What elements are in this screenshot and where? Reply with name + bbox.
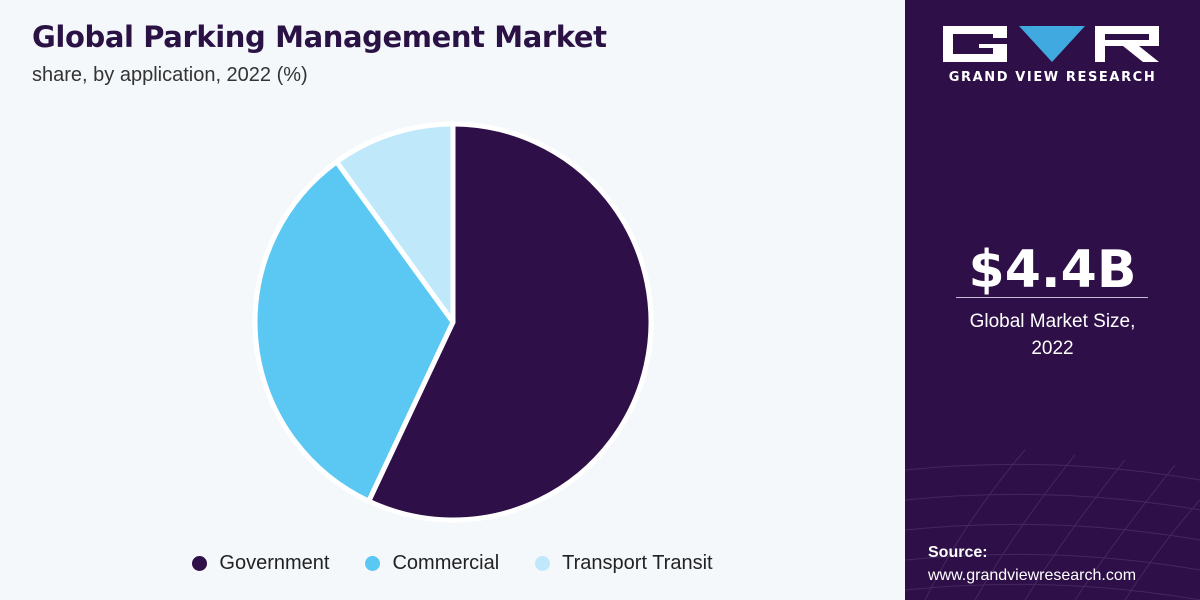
market-size-divider — [956, 297, 1148, 298]
legend-item-commercial: Commercial — [365, 552, 499, 575]
sidebar-panel: GRAND VIEW RESEARCH $4.4B Global Market … — [905, 0, 1200, 600]
market-size-label-line1: Global Market Size, — [969, 311, 1136, 332]
legend-swatch-transport-transit — [535, 556, 551, 571]
legend-item-government: Government — [192, 552, 329, 575]
legend-label-commercial: Commercial — [392, 552, 500, 574]
legend-swatch-government — [192, 556, 208, 571]
legend-label-transport-transit: Transport Transit — [562, 552, 713, 574]
market-size-label-line2: 2022 — [1031, 338, 1074, 359]
pie-chart — [252, 121, 654, 523]
chart-legend: Government Commercial Transport Transit — [0, 552, 905, 575]
sidebar-grid-decoration — [905, 449, 1200, 600]
legend-swatch-commercial — [365, 556, 381, 571]
source-url: www.grandviewresearch.com — [928, 567, 1137, 584]
market-size-label: Global Market Size, 2022 — [905, 308, 1200, 362]
legend-item-transport-transit: Transport Transit — [535, 552, 713, 575]
chart-title: Global Parking Management Market — [32, 20, 607, 54]
source-label: Source: — [928, 544, 988, 561]
legend-label-government: Government — [219, 552, 330, 574]
pie-slice-government — [366, 121, 654, 523]
grand-view-research-logo — [943, 26, 1159, 62]
market-size-value: $4.4B — [968, 240, 1137, 300]
pie-slice-transport-transit — [334, 121, 456, 325]
brand-name: GRAND VIEW RESEARCH — [948, 70, 1157, 85]
chart-area: Global Parking Management Market share, … — [0, 20, 905, 575]
chart-subtitle: share, by application, 2022 (%) — [32, 64, 308, 86]
pie-slice-commercial — [252, 159, 456, 504]
